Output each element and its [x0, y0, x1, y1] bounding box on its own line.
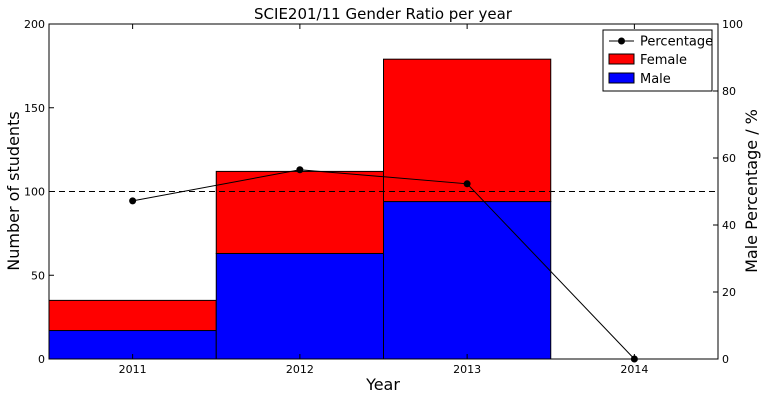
- y-right-tick-label-80: 80: [722, 85, 736, 98]
- legend-label-female: Female: [640, 53, 687, 68]
- legend-female-swatch: [608, 53, 635, 65]
- y-axis-right-title: Male Percentage / %: [742, 109, 761, 273]
- legend-percentage-swatch-marker: [618, 37, 625, 45]
- y-tick-label-50: 50: [31, 269, 45, 282]
- legend-label-male: Male: [640, 72, 671, 87]
- percentage-point-2012: [296, 166, 304, 174]
- x-tick-label-2014: 2014: [620, 363, 648, 376]
- y-right-tick-label-40: 40: [722, 219, 736, 232]
- chart-title: SCIE201/11 Gender Ratio per year: [254, 5, 513, 23]
- y-right-tick-label-100: 100: [722, 18, 743, 31]
- legend-label-percentage: Percentage: [640, 35, 713, 50]
- y-right-tick-label-0: 0: [722, 353, 729, 366]
- x-axis-title: Year: [365, 375, 400, 394]
- y-tick-label-200: 200: [24, 18, 45, 31]
- y-tick-label-150: 150: [24, 102, 45, 115]
- y-tick-label-0: 0: [38, 353, 45, 366]
- percentage-point-2011: [129, 197, 137, 205]
- percentage-line: [132, 169, 635, 360]
- bar-male-2012: [215, 252, 384, 360]
- x-tick-label-2013: 2013: [453, 363, 481, 376]
- percentage-point-2013: [463, 180, 471, 188]
- y-axis-title: Number of students: [4, 111, 23, 270]
- ticks-layer: 0 50 100 150 200 0 20 40 60 80 100 2011 2012 2013 2014: [24, 18, 743, 376]
- bar-female-2013: [383, 58, 552, 203]
- bars-layer: [48, 58, 552, 360]
- x-tick-label-2012: 2012: [286, 363, 314, 376]
- legend: Percentage Female Male: [602, 29, 713, 92]
- legend-male-swatch: [608, 72, 635, 84]
- y-tick-label-100: 100: [24, 186, 45, 199]
- y-right-tick-label-60: 60: [722, 152, 736, 165]
- bar-female-2012: [215, 170, 384, 254]
- bar-male-2013: [383, 201, 552, 360]
- y-right-tick-label-20: 20: [722, 286, 736, 299]
- x-tick-label-2011: 2011: [119, 363, 147, 376]
- bar-female-2011: [48, 299, 217, 332]
- percentage-line-layer: [129, 166, 638, 363]
